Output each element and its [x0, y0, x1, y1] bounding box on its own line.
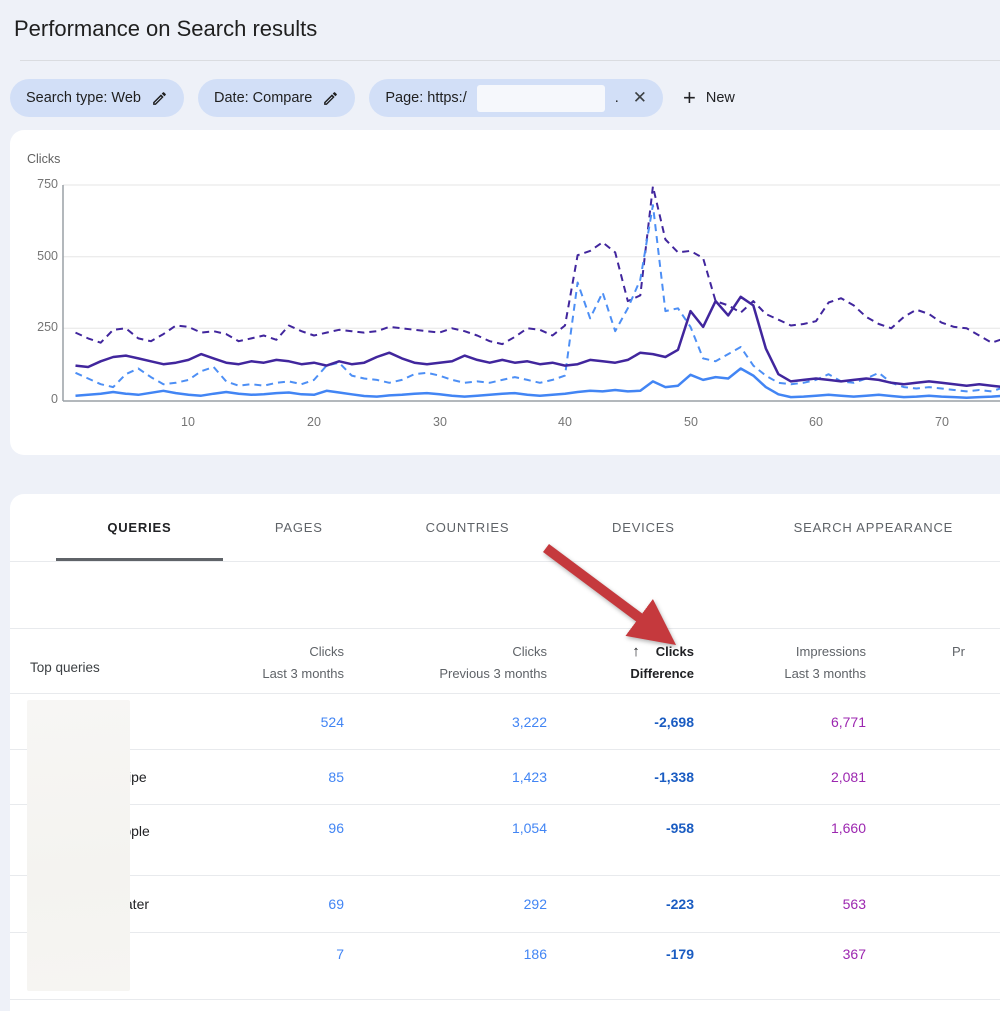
x-axis-tick: 60: [796, 415, 836, 429]
clicks-difference-cell: -958: [547, 805, 694, 836]
dimension-tabs: QUERIES PAGES COUNTRIES DEVICES SEARCH A…: [10, 494, 1000, 562]
tab-search-appearance-label: SEARCH APPEARANCE: [794, 520, 954, 535]
filter-chip-date[interactable]: Date: Compare: [198, 79, 355, 117]
clicks-previous-cell: 3,222: [344, 714, 547, 730]
chart-line-impressions-previous-3-months: [76, 186, 1000, 344]
table-row[interactable]: neapple 96 1,054 -958 1,660: [10, 804, 1000, 875]
clicks-previous-cell: 1,423: [344, 769, 547, 785]
new-filter-button[interactable]: + New: [683, 87, 735, 109]
column-header-impressions-previous[interactable]: Pr: [866, 641, 1000, 693]
clicks-previous-cell: 186: [344, 933, 547, 962]
column-header-line2: Difference: [547, 663, 694, 685]
tab-devices-label: DEVICES: [612, 520, 675, 535]
column-header-line1: Impressions: [796, 641, 866, 663]
filter-bar: Search type: Web Date: Compare Page: htt…: [10, 79, 735, 117]
clicks-difference-cell: -179: [547, 933, 694, 962]
table-row[interactable]: r 524 3,222 -2,698 6,771: [10, 693, 1000, 749]
pencil-icon: [151, 90, 168, 107]
table-row[interactable]: le water 69 292 -223 563: [10, 875, 1000, 932]
redacted-url: [477, 85, 605, 112]
filter-chip-date-label: Date: Compare: [214, 90, 312, 106]
tab-countries-label: COUNTRIES: [426, 520, 510, 535]
impressions-last-cell: 6,771: [694, 714, 866, 730]
pencil-icon: [322, 90, 339, 107]
impressions-last-cell: 2,081: [694, 769, 866, 785]
clicks-last-cell: 524: [160, 714, 344, 730]
clicks-difference-cell: -2,698: [547, 714, 694, 730]
x-axis-tick: 40: [545, 415, 585, 429]
table-row[interactable]: r recipe 85 1,423 -1,338 2,081: [10, 749, 1000, 804]
column-header-clicks-last[interactable]: Clicks Last 3 months: [160, 641, 344, 693]
column-header-line1: Clicks: [656, 641, 694, 663]
clicks-previous-cell: 1,054: [344, 805, 547, 836]
impressions-last-cell: 563: [694, 896, 866, 912]
filter-chip-page-label: Page: https:/: [385, 90, 466, 106]
chart-lines: [76, 186, 1000, 397]
x-axis-tick: 70: [922, 415, 962, 429]
close-icon[interactable]: ✕: [629, 88, 647, 108]
results-table-card: QUERIES PAGES COUNTRIES DEVICES SEARCH A…: [10, 494, 1000, 1011]
filter-chip-page-suffix: .: [615, 90, 619, 106]
clicks-difference-cell: -223: [547, 896, 694, 912]
table-row[interactable]: ke r 7 186 -179 367: [10, 932, 1000, 1000]
header-divider: [20, 60, 1000, 61]
impressions-last-cell: 1,660: [694, 805, 866, 836]
x-axis-tick: 20: [294, 415, 334, 429]
x-axis-tick: 30: [420, 415, 460, 429]
column-header-line1: Clicks: [512, 641, 547, 663]
tab-queries-label: QUERIES: [107, 520, 171, 535]
column-header-top-queries[interactable]: Top queries: [10, 660, 160, 675]
table-toolbar-spacer: [10, 562, 1000, 628]
clicks-difference-cell: -1,338: [547, 769, 694, 785]
tab-pages[interactable]: PAGES: [223, 494, 375, 561]
clicks-last-cell: 69: [160, 896, 344, 912]
clicks-previous-cell: 292: [344, 896, 547, 912]
clicks-last-cell: 85: [160, 769, 344, 785]
filter-chip-search-type-label: Search type: Web: [26, 90, 141, 106]
impressions-last-cell: 367: [694, 933, 866, 962]
clicks-last-cell: 7: [160, 933, 344, 962]
page-title: Performance on Search results: [14, 16, 317, 42]
tab-devices[interactable]: DEVICES: [560, 494, 727, 561]
tab-pages-label: PAGES: [275, 520, 323, 535]
clicks-impressions-line-chart[interactable]: [10, 130, 1000, 455]
new-filter-label: New: [706, 90, 735, 106]
plus-icon: +: [683, 87, 696, 109]
sort-ascending-icon: ↑: [632, 641, 640, 663]
empty-cell: [866, 805, 1000, 820]
filter-chip-page[interactable]: Page: https:/ . ✕: [369, 79, 663, 117]
column-header-line2: Last 3 months: [694, 663, 866, 685]
column-header-line2: Previous 3 months: [344, 663, 547, 685]
table-header-row: Top queries Clicks Last 3 months Clicks …: [10, 628, 1000, 693]
tab-queries[interactable]: QUERIES: [56, 494, 223, 561]
tab-search-appearance[interactable]: SEARCH APPEARANCE: [727, 494, 1000, 561]
column-header-line2: Last 3 months: [160, 663, 344, 685]
clicks-last-cell: 96: [160, 805, 344, 836]
column-header-impressions-last[interactable]: Impressions Last 3 months: [694, 641, 866, 693]
performance-chart-card: Clicks 750 500 250 0 10 20 30 40 50 60 7…: [10, 130, 1000, 455]
column-header-line1: Clicks: [309, 641, 344, 663]
x-axis-tick: 50: [671, 415, 711, 429]
column-header-line2: Pr: [952, 641, 1000, 663]
tab-countries[interactable]: COUNTRIES: [375, 494, 560, 561]
column-header-clicks-difference[interactable]: ↑ Clicks Difference: [547, 641, 694, 693]
x-axis-tick: 10: [168, 415, 208, 429]
column-header-clicks-previous[interactable]: Clicks Previous 3 months: [344, 641, 547, 693]
chart-line-impressions-last-3-months: [76, 297, 1000, 387]
redacted-query-names: [27, 700, 130, 991]
filter-chip-search-type[interactable]: Search type: Web: [10, 79, 184, 117]
